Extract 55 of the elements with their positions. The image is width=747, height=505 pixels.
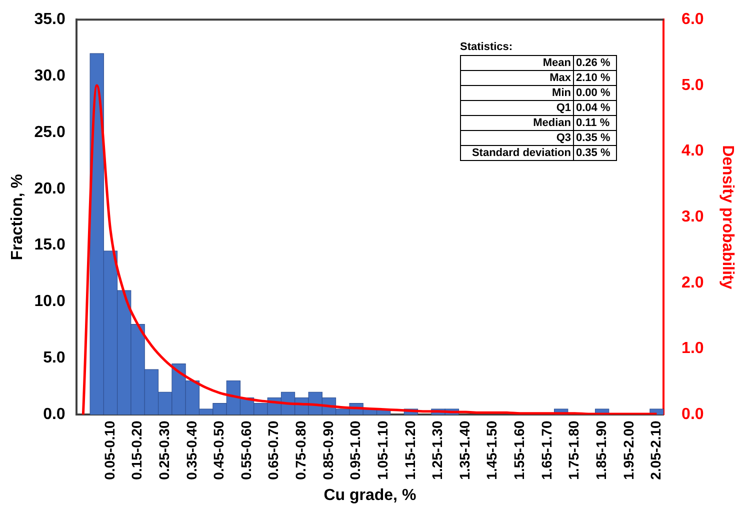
y-tick-label: 0.0 <box>43 406 66 424</box>
x-tick-label: 0.85-0.90 <box>320 420 336 480</box>
y-axis-title: Fraction, % <box>9 174 26 260</box>
y2-tick-label: 4.0 <box>682 142 704 160</box>
x-tick-label: 0.05-0.10 <box>101 420 118 480</box>
x-tick-label: 1.15-1.20 <box>402 420 418 480</box>
annotation: Mean <box>460 56 574 70</box>
x-tick-label: 1.35-1.40 <box>456 420 472 480</box>
annotation: 0.26 % <box>574 56 616 70</box>
x-tick-label: 1.85-1.90 <box>592 420 609 480</box>
y2-tick-label: 2.0 <box>682 274 704 292</box>
annotation: Min <box>460 86 574 100</box>
x-tick-label: 0.65-0.70 <box>265 420 282 480</box>
x-tick-label: 0.25-0.30 <box>156 420 172 480</box>
annotation: Standard deviation <box>460 146 574 160</box>
line-series <box>82 84 658 415</box>
y2-tick-label: 6.0 <box>682 11 704 28</box>
annotation: Max <box>460 70 574 86</box>
x-tick-label: 1.95-2.00 <box>620 420 636 480</box>
annotation: 0.04 % <box>574 100 616 116</box>
x-tick-label: 1.25-1.30 <box>429 420 446 480</box>
annotation: 0.35 % <box>574 130 616 146</box>
y-tick-label: 10.0 <box>34 293 66 310</box>
x-tick-label: 0.15-0.20 <box>128 420 145 480</box>
y2-axis-title: Density probability <box>718 145 736 290</box>
x-tick-label: 0.45-0.50 <box>210 420 227 480</box>
y-tick-label: 30.0 <box>34 67 66 84</box>
x-tick-label: 0.35-0.40 <box>183 420 200 480</box>
x-axis-title: Cu grade, % <box>324 486 416 504</box>
x-tick-label: 1.05-1.10 <box>374 420 390 480</box>
x-tick-label: 2.05-2.10 <box>648 420 664 480</box>
y-tick-label: 25.0 <box>34 124 66 141</box>
annotation: Q3 <box>460 130 574 146</box>
y-tick-label: 15.0 <box>34 236 66 254</box>
x-tick-label: 1.75-1.80 <box>566 420 582 480</box>
annotation: 0.11 % <box>574 116 616 130</box>
x-tick-label: 0.75-0.80 <box>292 420 309 480</box>
x-tick-label: 1.45-1.50 <box>484 420 500 480</box>
annotation: Median <box>460 116 574 130</box>
x-tick-label: 0.55-0.60 <box>238 420 254 480</box>
y-tick-label: 35.0 <box>34 11 66 28</box>
y2-tick-label: 3.0 <box>682 208 704 226</box>
y-tick-label: 5.0 <box>43 350 66 367</box>
x-tick-label: 1.55-1.60 <box>511 420 528 480</box>
x-tick-label: 0.95-1.00 <box>347 420 364 480</box>
y2-tick-label: 0.0 <box>682 406 704 424</box>
y-tick-label: 20.0 <box>34 180 66 198</box>
x-tick-label: 1.65-1.70 <box>538 420 554 480</box>
annotation: Q1 <box>460 100 574 116</box>
annotation: Statistics: <box>460 41 514 53</box>
y2-tick-label: 5.0 <box>682 76 704 94</box>
annotation: 2.10 % <box>574 70 616 86</box>
y2-tick-label: 1.0 <box>682 340 704 358</box>
annotation: 0.00 % <box>574 86 616 100</box>
annotation: 0.35 % <box>574 146 616 160</box>
